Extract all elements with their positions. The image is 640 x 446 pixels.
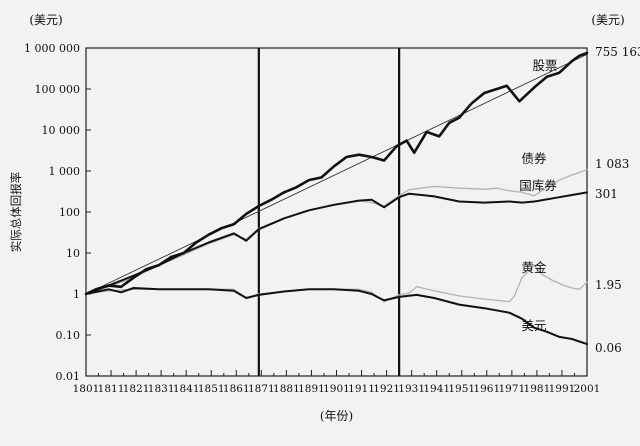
series-name-label-3: 黄金 <box>521 260 547 275</box>
series-end-value-4: 0.06 <box>595 341 622 355</box>
axis-text: 1 000 000 100 000 10 000 1 000 100 10 1 0.10 0.0… <box>9 13 625 423</box>
x-tick-label: 1921 <box>373 383 400 395</box>
series-name-label-1: 债券 <box>521 151 547 166</box>
series-end-value-2: 301 <box>595 187 618 201</box>
stock-trend-line <box>85 53 588 295</box>
series-line-3 <box>85 264 588 303</box>
plot-frame <box>85 47 588 377</box>
series-end-value-0: 755 163 <box>595 45 640 59</box>
y-tick-label: 0.10 <box>56 329 81 342</box>
series-layer <box>84 51 589 346</box>
x-tick-label: 1891 <box>298 383 325 395</box>
y-tick-label: 100 <box>59 206 80 219</box>
y-tick-label: 1 <box>73 288 80 301</box>
x-tick-label: 1881 <box>273 383 300 395</box>
series-name-label-2: 国库券 <box>519 178 557 193</box>
series-line-0 <box>84 51 589 296</box>
x-tick-label: 1851 <box>198 383 225 395</box>
y-unit-left: (美元) <box>29 13 62 27</box>
series-name-label-4: 美元 <box>521 318 546 333</box>
series-labels: 股票 755 163 债券 1 083 国库券 301 黄金 1.95 美元 0.06 <box>519 45 640 355</box>
y-tick-label: 100 000 <box>35 83 81 96</box>
series-name-label-0: 股票 <box>532 58 557 73</box>
x-tick-label: 1911 <box>348 383 375 395</box>
x-tick-label: 1831 <box>148 383 175 395</box>
x-tick-label: 1861 <box>223 383 250 395</box>
x-axis-label: (年份) <box>320 409 353 423</box>
x-tick-label: 1801 <box>73 383 100 395</box>
x-tick-label: 1901 <box>323 383 350 395</box>
x-tick-label: 1841 <box>173 383 200 395</box>
x-tick-label: 1811 <box>98 383 125 395</box>
divider-lines <box>257 48 401 376</box>
x-tick-label: 1951 <box>448 383 475 395</box>
y-tick-label: 0.01 <box>56 370 81 383</box>
x-tick-label: 1981 <box>524 383 551 395</box>
y-tick-label: 10 <box>66 247 80 260</box>
y-tick-label: 1 000 <box>49 165 81 178</box>
x-tick-label: 1961 <box>473 383 500 395</box>
x-tick-label: 1991 <box>549 383 576 395</box>
axes-layer <box>85 47 588 377</box>
series-line-1 <box>85 168 588 295</box>
x-tick-label: 1821 <box>123 383 150 395</box>
y-tick-label: 10 000 <box>42 124 81 137</box>
x-tick-label: 2001 <box>574 383 601 395</box>
x-tick-label: 1871 <box>248 383 275 395</box>
y-unit-right: (美元) <box>591 13 624 27</box>
x-tick-label: 1941 <box>423 383 450 395</box>
y-axis-label: 实际总体回报率 <box>9 172 23 253</box>
y-tick-label: 1 000 000 <box>24 42 80 55</box>
series-line-4 <box>85 287 588 346</box>
series-end-value-1: 1 083 <box>595 157 629 171</box>
series-line-2 <box>85 191 588 295</box>
x-tick-label: 1931 <box>398 383 425 395</box>
x-tick-label: 1971 <box>498 383 525 395</box>
series-end-value-3: 1.95 <box>595 278 622 292</box>
